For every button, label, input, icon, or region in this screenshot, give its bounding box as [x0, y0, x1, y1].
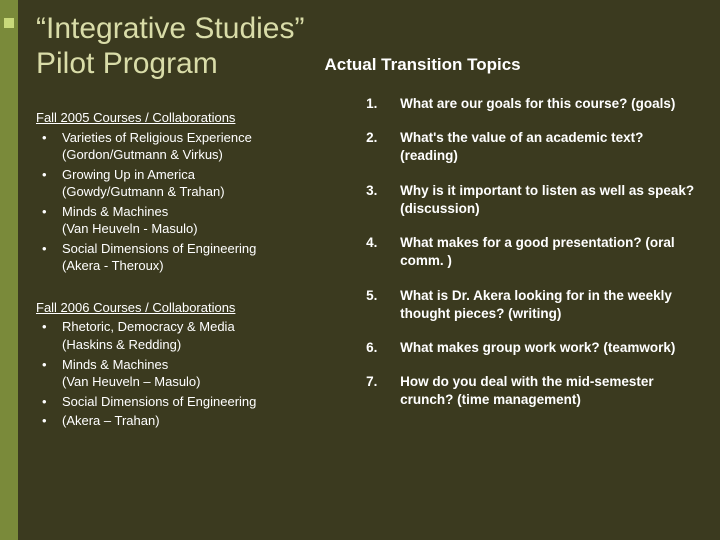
- topic-item: 2.What's the value of an academic text? …: [366, 129, 700, 165]
- title-line2: Pilot Program: [36, 47, 218, 80]
- list-item: Varieties of Religious Experience (Gordon…: [36, 129, 348, 164]
- section-heading: Fall 2005 Courses / Collaborations: [36, 109, 348, 127]
- topic-number: 5.: [366, 287, 400, 323]
- title-line1: “Integrative Studies”: [36, 12, 304, 45]
- left-column: Fall 2005 Courses / Collaborations Variet…: [36, 95, 348, 528]
- topic-item: 6.What makes group work work? (teamwork): [366, 339, 700, 357]
- course-name: Social Dimensions of Engineering: [62, 241, 256, 256]
- list-item: Rhetoric, Democracy & Media (Haskins & Re…: [36, 318, 348, 353]
- accent-square: [4, 18, 14, 28]
- topic-number: 6.: [366, 339, 400, 357]
- topic-text: What makes for a good presentation? (ora…: [400, 234, 700, 270]
- list-item: Social Dimensions of Engineering (Akera -…: [36, 240, 348, 275]
- list-item: Growing Up in America (Gowdy/Gutmann & Tr…: [36, 166, 348, 201]
- course-name: Social Dimensions of Engineering: [62, 394, 256, 409]
- columns: Fall 2005 Courses / Collaborations Variet…: [36, 95, 700, 528]
- topic-number: 4.: [366, 234, 400, 270]
- topic-item: 4.What makes for a good presentation? (o…: [366, 234, 700, 270]
- slide-subtitle: Actual Transition Topics: [320, 55, 520, 81]
- course-collab: (Gordon/Gutmann & Virkus): [62, 147, 223, 162]
- right-column: 1.What are our goals for this course? (g…: [366, 95, 700, 528]
- list-item: Social Dimensions of Engineering: [36, 393, 348, 411]
- course-name: Rhetoric, Democracy & Media: [62, 319, 235, 334]
- topic-number: 3.: [366, 182, 400, 218]
- slide-title: “Integrative Studies” Pilot Program: [36, 12, 320, 81]
- topics-list: 1.What are our goals for this course? (g…: [366, 95, 700, 410]
- content-area: “Integrative Studies” Pilot Program Actu…: [18, 0, 720, 540]
- course-name: (Akera – Trahan): [62, 413, 160, 428]
- course-collab: (Van Heuveln - Masulo): [62, 221, 198, 236]
- course-name: Minds & Machines: [62, 357, 168, 372]
- topic-text: What's the value of an academic text? (r…: [400, 129, 700, 165]
- course-collab: (Van Heuveln – Masulo): [62, 374, 201, 389]
- topic-text: What are our goals for this course? (goa…: [400, 95, 700, 113]
- topic-item: 5.What is Dr. Akera looking for in the w…: [366, 287, 700, 323]
- topic-text: How do you deal with the mid-semester cr…: [400, 373, 700, 409]
- course-collab: (Haskins & Redding): [62, 337, 181, 352]
- topic-text: Why is it important to listen as well as…: [400, 182, 700, 218]
- topic-number: 2.: [366, 129, 400, 165]
- topic-item: 3.Why is it important to listen as well …: [366, 182, 700, 218]
- topic-item: 7.How do you deal with the mid-semester …: [366, 373, 700, 409]
- course-list: Varieties of Religious Experience (Gordon…: [36, 129, 348, 275]
- list-item: Minds & Machines (Van Heuveln - Masulo): [36, 203, 348, 238]
- topic-number: 7.: [366, 373, 400, 409]
- slide: “Integrative Studies” Pilot Program Actu…: [0, 0, 720, 540]
- section-heading: Fall 2006 Courses / Collaborations: [36, 299, 348, 317]
- course-collab: (Akera - Theroux): [62, 258, 164, 273]
- course-name: Growing Up in America: [62, 167, 195, 182]
- title-row: “Integrative Studies” Pilot Program Actu…: [36, 12, 700, 81]
- topic-text: What is Dr. Akera looking for in the wee…: [400, 287, 700, 323]
- course-list: Rhetoric, Democracy & Media (Haskins & Re…: [36, 318, 348, 429]
- accent-bar: [0, 0, 18, 540]
- list-item: (Akera – Trahan): [36, 412, 348, 430]
- course-name: Minds & Machines: [62, 204, 168, 219]
- topic-number: 1.: [366, 95, 400, 113]
- list-item: Minds & Machines (Van Heuveln – Masulo): [36, 356, 348, 391]
- course-name: Varieties of Religious Experience: [62, 130, 252, 145]
- topic-text: What makes group work work? (teamwork): [400, 339, 700, 357]
- course-collab: (Gowdy/Gutmann & Trahan): [62, 184, 225, 199]
- topic-item: 1.What are our goals for this course? (g…: [366, 95, 700, 113]
